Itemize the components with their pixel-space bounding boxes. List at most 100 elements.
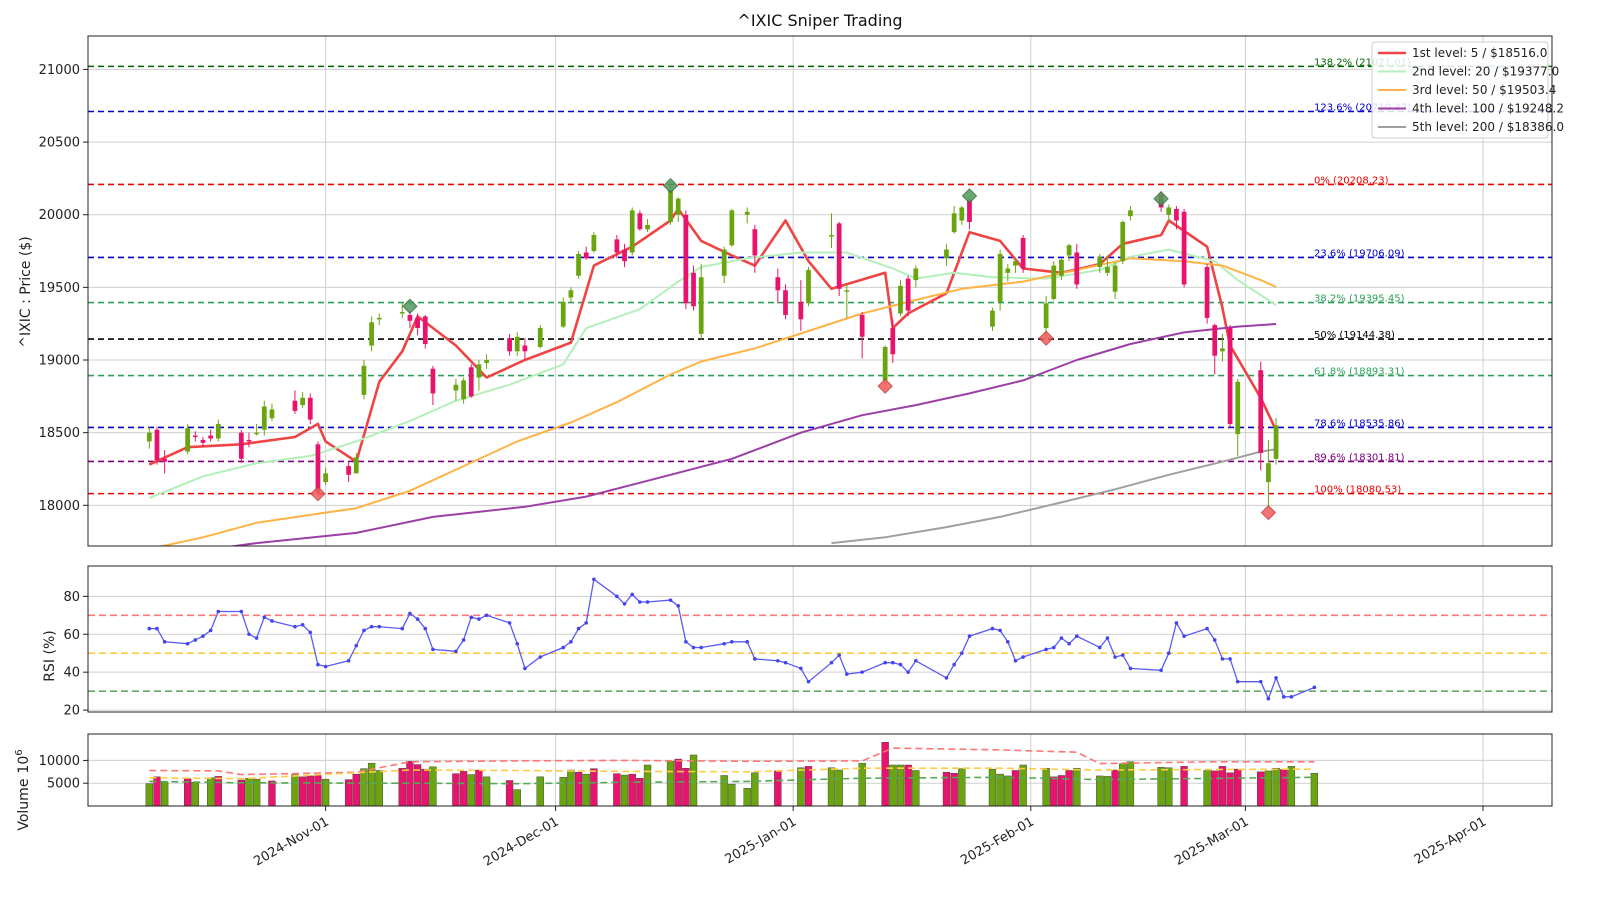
candle-body xyxy=(997,253,1003,302)
rsi-point xyxy=(1174,621,1179,625)
rsi-point xyxy=(1159,668,1163,673)
volume-bar xyxy=(145,783,153,807)
volume-bar xyxy=(452,773,460,807)
volume-bar xyxy=(398,767,406,807)
y-tick-label: 20500 xyxy=(39,136,80,151)
candle-body xyxy=(399,312,405,314)
rsi-point xyxy=(845,672,849,676)
rsi-point xyxy=(1067,641,1071,646)
candle-body xyxy=(1227,328,1233,424)
rsi-point xyxy=(308,630,313,635)
candle-body xyxy=(629,210,635,253)
candle-body xyxy=(560,301,566,327)
candle-body xyxy=(1258,370,1264,454)
rsi-point xyxy=(369,624,374,629)
candle-body xyxy=(752,229,758,256)
y-tick-label: 19500 xyxy=(39,281,80,296)
rsi-point xyxy=(408,611,412,616)
rsi-point xyxy=(990,626,995,631)
chart-title: ^IXIC Sniper Trading xyxy=(737,11,902,30)
rsi-point xyxy=(239,609,244,614)
volume-bar xyxy=(797,767,805,807)
candle-body xyxy=(369,322,374,346)
candle-body xyxy=(637,213,643,230)
rsi-point xyxy=(668,598,673,602)
candle-body xyxy=(675,198,681,215)
moving-average-line xyxy=(157,257,1277,546)
volume-bar xyxy=(666,761,675,807)
rsi-point xyxy=(1220,657,1225,661)
rsi-point xyxy=(1258,679,1263,684)
rsi-point xyxy=(753,657,757,661)
volume-average-line xyxy=(149,767,1315,780)
rsi-point xyxy=(676,604,680,608)
volume-y-label: Volume106 xyxy=(14,749,32,830)
candlesticks xyxy=(146,184,1279,507)
candle-body xyxy=(576,253,581,276)
y-tick-label: 40 xyxy=(63,666,80,681)
volume-bar xyxy=(804,766,813,807)
x-axis-ticks: 2024-Nov-01 2024-Dec-01 2025-Jan-01 2025-Fe… xyxy=(251,806,1489,870)
volume-bar xyxy=(237,779,245,807)
candle-body xyxy=(353,457,359,474)
candle-body xyxy=(836,223,842,289)
candle-body xyxy=(1273,425,1279,459)
rsi-point xyxy=(799,666,803,671)
fib-level-label: 89.6% (18301.81) xyxy=(1314,452,1405,463)
rsi-y-label: RSI (%) xyxy=(42,630,58,681)
volume-bar xyxy=(574,772,583,807)
fib-level-label: 50% (19144.38) xyxy=(1314,330,1395,341)
volume-bar xyxy=(1050,776,1058,807)
rsi-point xyxy=(967,634,972,638)
rsi-line xyxy=(88,577,1552,701)
volume-average-line xyxy=(149,747,1315,776)
candle-body xyxy=(430,368,436,394)
volume-bars xyxy=(145,742,1319,807)
candle-body xyxy=(1074,252,1080,285)
rsi-point xyxy=(645,600,650,604)
candle-body xyxy=(185,428,191,452)
rsi-point xyxy=(883,660,887,665)
volume-bar xyxy=(421,768,429,807)
volume-bar xyxy=(1042,767,1050,807)
volume-bar xyxy=(689,754,698,807)
volume-bar xyxy=(375,770,383,807)
volume-bar xyxy=(1165,767,1173,807)
rsi-point xyxy=(515,641,520,646)
candle-body xyxy=(246,439,252,442)
rsi-point xyxy=(300,622,305,627)
candle-body xyxy=(890,328,896,355)
moving-average-line xyxy=(148,207,1278,466)
candle-body xyxy=(1020,237,1026,269)
volume-bar xyxy=(1264,770,1273,807)
rsi-point xyxy=(193,638,198,642)
volume-bar xyxy=(1157,767,1165,807)
candle-body xyxy=(944,249,949,259)
volume-bar xyxy=(1096,775,1104,807)
volume-bar xyxy=(513,789,521,807)
rsi-point xyxy=(783,660,788,665)
volume-bar xyxy=(1280,769,1288,807)
candle-body xyxy=(1105,267,1110,273)
rsi-point xyxy=(400,626,405,631)
rsi-point xyxy=(1105,636,1110,640)
volume-bar xyxy=(459,771,468,807)
rsi-point xyxy=(576,626,581,631)
x-tick-label: 2024-Dec-01 xyxy=(481,814,561,869)
candle-body xyxy=(461,380,466,400)
volume-bar xyxy=(889,764,897,807)
rsi-point xyxy=(362,628,366,633)
moving-average-line xyxy=(831,448,1277,545)
volume-bar xyxy=(1111,769,1119,807)
rsi-point xyxy=(247,632,251,637)
rsi-point xyxy=(906,670,910,674)
volume-bar xyxy=(728,783,736,807)
candle-body xyxy=(591,235,597,252)
rsi-point xyxy=(891,660,895,665)
legend-entry: 1st level: 5 / $18516.0 xyxy=(1412,46,1547,60)
candle-body xyxy=(783,290,788,315)
volume-bar xyxy=(268,780,276,807)
sell-signal-marker xyxy=(961,188,978,204)
price-y-label: ^IXIC : Price ($) xyxy=(18,236,34,347)
rsi-point xyxy=(1266,696,1271,701)
